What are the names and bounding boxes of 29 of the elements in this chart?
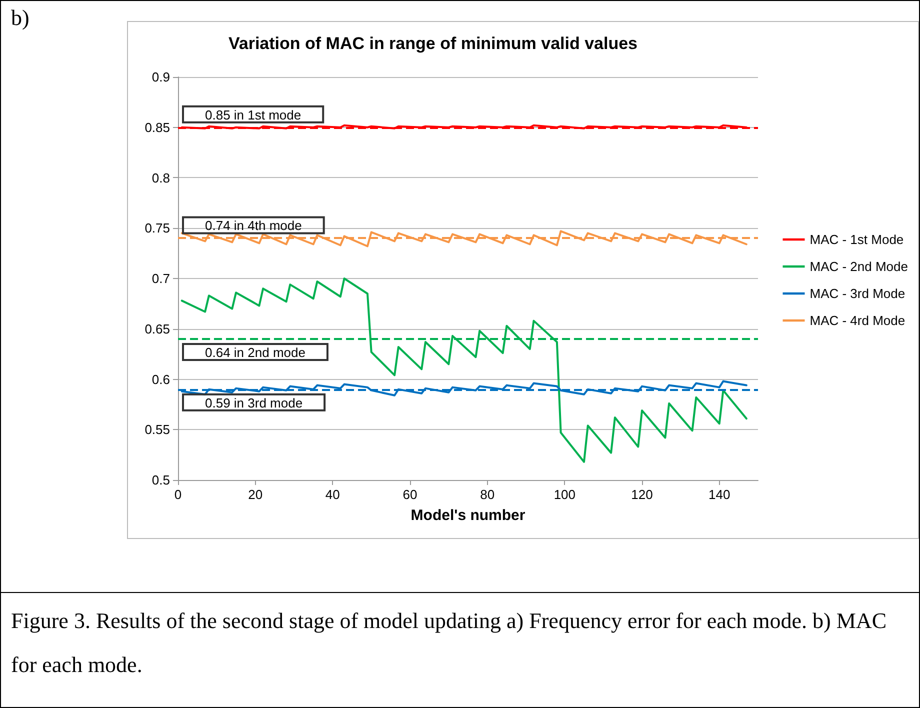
text: b): [11, 5, 30, 31]
x-tick-label: 100: [554, 487, 576, 502]
y-tick-label: 0.55: [144, 422, 170, 438]
chart-title: Variation of MAC in range of minimum valid values: [228, 34, 638, 53]
y-tick-label: 0.8: [152, 170, 170, 186]
y-tick-label: 0.85: [144, 120, 170, 135]
x-tick-label: 20: [248, 487, 263, 502]
y-tick-label: 0.9: [152, 70, 170, 84]
y-tick-label: 0.65: [144, 321, 170, 336]
legend-label: MAC - 3rd Mode: [810, 286, 906, 301]
x-tick-label: 0: [174, 487, 182, 502]
y-tick-label: 0.6: [152, 372, 170, 387]
x-tick-label: 40: [325, 487, 340, 502]
legend-label: MAC - 4rd Mode: [810, 313, 906, 328]
legend-label: MAC - 1st Mode: [810, 232, 904, 247]
ref-line-label: 0.85 in 1st mode: [205, 107, 302, 122]
x-tick-label: 120: [631, 487, 653, 502]
x-tick-label: 80: [480, 487, 495, 502]
caption: Figure 3. Results of the second stage of model updating a) Frequency error for each mode. b) MAC for each mode.: [11, 607, 888, 679]
ref-line-label: 0.59 in 3rd mode: [205, 395, 303, 410]
ref-line-label: 0.64 in 2nd mode: [205, 344, 306, 360]
x-axis-title: Model's number: [410, 507, 526, 524]
legend-label: MAC - 2nd Mode: [810, 259, 908, 274]
x-tick-label: 140: [708, 487, 730, 502]
y-tick-label: 0.5: [152, 472, 170, 488]
x-tick-label: 60: [402, 487, 418, 502]
ref-line-label: 0.74 in 4th mode: [205, 218, 302, 234]
y-tick-label: 0.7: [152, 271, 170, 286]
y-tick-label: 0.75: [144, 220, 170, 236]
